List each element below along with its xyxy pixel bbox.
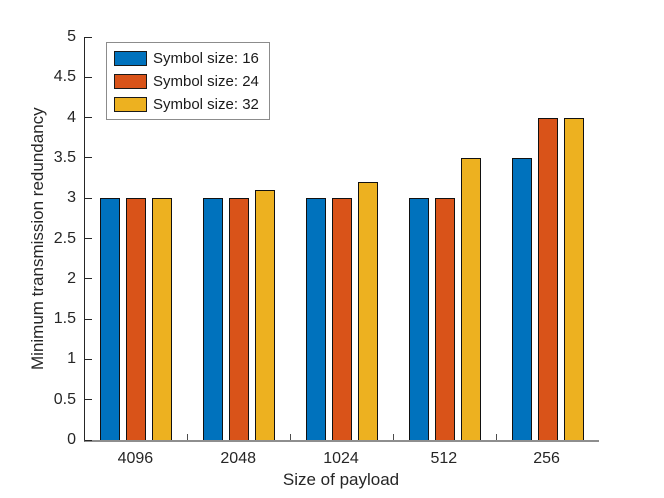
bar-group <box>85 198 188 440</box>
x-tick <box>187 434 189 440</box>
bar <box>434 198 455 440</box>
bar <box>100 198 121 440</box>
legend-swatch <box>114 50 147 66</box>
legend-swatch <box>114 73 147 89</box>
bar <box>255 190 276 440</box>
bar <box>203 198 224 440</box>
bar <box>229 198 250 440</box>
x-tick-label: 1024 <box>323 450 359 467</box>
y-tick <box>85 439 92 441</box>
legend-item: Symbol size: 32 <box>114 94 259 114</box>
bar <box>537 117 558 440</box>
bar <box>357 182 378 440</box>
y-tick-label: 1 <box>67 350 76 368</box>
legend-label: Symbol size: 16 <box>153 49 259 67</box>
y-tick-label: 5 <box>67 28 76 45</box>
y-tick <box>85 76 92 78</box>
y-tick-label: 4.5 <box>53 68 76 86</box>
y-tick-label: 4 <box>67 108 76 126</box>
bar <box>126 198 147 440</box>
bar-group <box>291 182 394 440</box>
bar <box>305 198 326 440</box>
y-tick <box>85 399 92 401</box>
x-tick-label: 256 <box>533 450 560 467</box>
x-tick-label: 512 <box>430 450 458 467</box>
y-tick <box>85 117 92 119</box>
y-tick <box>85 157 92 159</box>
legend: Symbol size: 16 Symbol size: 24 Symbol siz… <box>106 42 270 120</box>
bar-series-container <box>85 37 599 440</box>
bar <box>331 198 352 440</box>
x-tick <box>290 434 292 440</box>
legend-label: Symbol size: 24 <box>153 72 259 90</box>
legend-item: Symbol size: 16 <box>114 48 259 68</box>
y-tick <box>85 36 92 38</box>
bar <box>460 157 481 440</box>
y-tick-label: 3.5 <box>53 148 76 166</box>
legend-label: Symbol size: 32 <box>153 95 259 113</box>
y-tick-label: 2 <box>67 269 76 287</box>
bar-group <box>496 117 599 440</box>
plot-area: Symbol size: 16 Symbol size: 24 Symbol siz… <box>84 36 599 442</box>
bar <box>408 198 429 440</box>
y-tick-label: 0.5 <box>53 390 76 408</box>
x-tick-label: 2048 <box>220 450 256 467</box>
legend-swatch <box>114 96 147 112</box>
bar-group <box>393 157 496 440</box>
bar <box>152 198 173 440</box>
x-tick <box>392 434 394 440</box>
y-tick-label: 1.5 <box>53 310 76 328</box>
y-tick <box>85 358 92 360</box>
bar <box>563 117 584 440</box>
y-tick <box>85 197 92 199</box>
y-tick-label: 0 <box>67 431 76 448</box>
bar-group <box>188 190 291 440</box>
x-tick-label: 4096 <box>117 450 154 467</box>
y-tick-label: 2.5 <box>53 229 76 247</box>
x-tick <box>495 434 497 440</box>
bar <box>511 157 532 440</box>
y-tick <box>85 238 92 239</box>
legend-item: Symbol size: 24 <box>114 71 259 91</box>
y-tick <box>85 278 92 280</box>
y-tick-label: 3 <box>67 189 76 207</box>
x-axis-label: Size of payload <box>282 470 400 489</box>
y-tick <box>85 318 92 320</box>
